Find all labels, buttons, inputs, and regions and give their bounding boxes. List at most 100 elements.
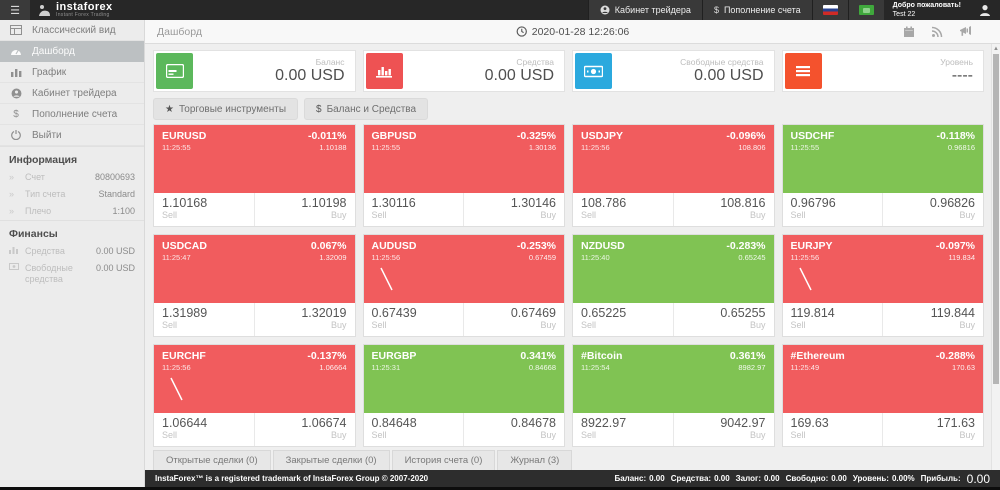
instaforex-logo-icon <box>38 4 51 17</box>
deals-tab[interactable]: Закрытые сделки (0) <box>272 450 390 470</box>
symbol-label: #Ethereum <box>790 350 845 362</box>
buy-button[interactable]: 119.844 Buy <box>882 303 983 336</box>
brand-name: instaforex <box>56 1 113 13</box>
buy-price: 9042.97 <box>720 416 766 430</box>
quote-tile[interactable]: EURGBP 11:25:31 0.341% 0.84668 0.84 <box>362 344 565 447</box>
quote-tile[interactable]: EURUSD 11:25:55 -0.011% 1.10188 1.1 <box>153 124 356 227</box>
quote-tile[interactable]: EURCHF 11:25:56 -0.137% 1.06664 1.0 <box>153 344 356 447</box>
buy-label: Buy <box>959 210 975 220</box>
finance-row-equity: Средства 0.00 USD <box>0 243 144 260</box>
quote-tile[interactable]: USDCAD 11:25:47 0.067% 1.32009 1.31 <box>153 234 356 337</box>
buy-button[interactable]: 0.67469 Buy <box>463 303 564 336</box>
sell-button[interactable]: 8922.97 Sell <box>573 413 673 446</box>
footer: InstaForex™ is a registered trademark of… <box>145 470 1000 487</box>
trader-cabinet-button[interactable]: Кабинет трейдера <box>587 0 702 20</box>
buy-button[interactable]: 0.65255 Buy <box>672 303 774 336</box>
scroll-up-icon[interactable]: ▲ <box>993 45 999 52</box>
last-price: 108.806 <box>738 143 766 152</box>
quote-tile[interactable]: #Ethereum 11:25:49 -0.288% 170.63 1 <box>781 344 984 447</box>
quote-tile[interactable]: NZDUSD 11:25:40 -0.283% 0.65245 0.6 <box>572 234 775 337</box>
buy-label: Buy <box>959 320 975 330</box>
sell-button[interactable]: 1.31989 Sell <box>154 303 254 336</box>
sell-button[interactable]: 119.814 Sell <box>783 303 883 336</box>
last-price: 8982.97 <box>738 363 766 372</box>
card-label: Баланс <box>315 57 345 67</box>
equity-value: 0.00 USD <box>484 67 554 84</box>
symbol-label: #Bitcoin <box>581 350 623 362</box>
sell-button[interactable]: 0.96796 Sell <box>783 193 883 226</box>
sparkline <box>379 267 393 291</box>
currency-money-icon[interactable] <box>847 0 884 20</box>
quote-tile[interactable]: USDCHF 11:25:55 -0.118% 0.96816 0.9 <box>781 124 984 227</box>
change-percent: 0.341% <box>520 350 556 362</box>
buy-button[interactable]: 0.96826 Buy <box>882 193 983 226</box>
balance-equity-button[interactable]: $ Баланс и Средства <box>304 98 429 120</box>
quote-time: 11:25:31 <box>371 363 401 372</box>
change-percent: 0.361% <box>729 350 766 362</box>
sidebar-item-logout[interactable]: Выйти <box>0 125 144 146</box>
sell-button[interactable]: 169.63 Sell <box>783 413 883 446</box>
list-icon <box>784 53 822 89</box>
sell-button[interactable]: 1.06644 Sell <box>154 413 254 446</box>
username: Test 22 <box>892 11 916 18</box>
sell-label: Sell <box>790 430 806 440</box>
quote-tile[interactable]: USDJPY 11:25:56 -0.096% 108.806 108 <box>572 124 775 227</box>
buy-button[interactable]: 108.816 Buy <box>672 193 774 226</box>
quote-tile[interactable]: #Bitcoin 11:25:54 0.361% 8982.97 89 <box>572 344 775 447</box>
buy-button[interactable]: 1.06674 Buy <box>253 413 355 446</box>
buy-button[interactable]: 0.84678 Buy <box>463 413 564 446</box>
quote-tile[interactable]: AUDUSD 11:25:56 -0.253% 0.67459 0.6 <box>362 234 565 337</box>
rss-icon[interactable] <box>931 26 943 38</box>
sell-price: 1.10168 <box>162 196 208 210</box>
megaphone-icon[interactable] <box>959 25 972 38</box>
deals-tab[interactable]: Открытые сделки (0) <box>153 450 271 470</box>
buy-button[interactable]: 171.63 Buy <box>882 413 983 446</box>
vertical-scrollbar[interactable]: ▲ <box>991 44 1000 470</box>
user-avatar-icon[interactable] <box>970 0 1000 20</box>
quote-tile[interactable]: GBPUSD 11:25:55 -0.325% 1.30136 1.3 <box>362 124 565 227</box>
person-circle-icon <box>600 5 610 15</box>
sell-button[interactable]: 0.67439 Sell <box>364 303 464 336</box>
balance-card: Баланс 0.00 USD <box>153 50 356 92</box>
buy-button[interactable]: 1.30146 Buy <box>463 193 564 226</box>
footer-profit: Прибыль: 0.00 <box>920 471 990 486</box>
buy-label: Buy <box>959 430 975 440</box>
symbol-label: AUDUSD <box>371 240 417 252</box>
sell-label: Sell <box>581 320 597 330</box>
sell-label: Sell <box>581 210 597 220</box>
bar-chart-icon <box>365 53 403 89</box>
star-icon: ★ <box>165 103 174 115</box>
buy-button[interactable]: 1.10198 Buy <box>253 193 355 226</box>
scrollbar-thumb[interactable] <box>993 54 999 384</box>
deals-tab[interactable]: История счета (0) <box>391 450 496 470</box>
menu-toggle-button[interactable]: ☰ <box>0 0 30 20</box>
calendar-icon[interactable] <box>903 26 915 38</box>
change-percent: -0.288% <box>935 350 975 362</box>
deposit-button[interactable]: $ Пополнение счета <box>701 0 812 20</box>
change-percent: -0.325% <box>516 130 556 142</box>
sell-label: Sell <box>581 430 597 440</box>
buy-label: Buy <box>749 430 766 440</box>
quote-tile[interactable]: EURJPY 11:25:56 -0.097% 119.834 119 <box>781 234 984 337</box>
change-percent: -0.137% <box>307 350 347 362</box>
language-flag-ru-icon[interactable] <box>811 0 848 20</box>
sidebar-item-deposit[interactable]: $ Пополнение счета <box>0 104 144 125</box>
sell-button[interactable]: 0.84648 Sell <box>364 413 464 446</box>
sell-button[interactable]: 1.30116 Sell <box>364 193 464 226</box>
sidebar-item-classic-view[interactable]: Классический вид <box>0 20 144 41</box>
quote-tile-header: USDCAD 11:25:47 0.067% 1.32009 <box>154 235 355 303</box>
sparkline <box>798 267 812 291</box>
quotes-grid: EURUSD 11:25:55 -0.011% 1.10188 1.1 <box>153 124 984 447</box>
buy-button[interactable]: 1.32019 Buy <box>253 303 355 336</box>
sidebar-item-trader-cabinet[interactable]: Кабинет трейдера <box>0 83 144 104</box>
sidebar-item-chart[interactable]: График <box>0 62 144 83</box>
sell-price: 0.65225 <box>581 306 627 320</box>
sell-button[interactable]: 108.786 Sell <box>573 193 673 226</box>
trading-instruments-button[interactable]: ★ Торговые инструменты <box>153 98 298 120</box>
sidebar-item-dashboard[interactable]: Дашборд <box>0 41 144 62</box>
sell-button[interactable]: 1.10168 Sell <box>154 193 254 226</box>
welcome-block: Добро пожаловать! Test 22 <box>884 0 970 20</box>
buy-button[interactable]: 9042.97 Buy <box>672 413 774 446</box>
deals-tab[interactable]: Журнал (3) <box>497 450 573 470</box>
sell-button[interactable]: 0.65225 Sell <box>573 303 673 336</box>
